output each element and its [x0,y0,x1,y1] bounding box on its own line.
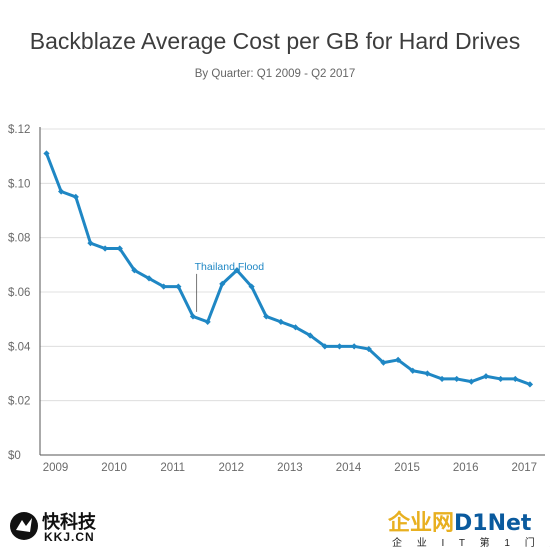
data-point [482,373,490,380]
y-tick-labels: $0 $.02 $.04 $.06 $.08 $.10 $.12 [8,124,31,462]
series-line [45,152,531,386]
cost-per-gb-series [43,150,534,388]
x-tick-label: 2011 [160,462,185,474]
d1net-brand-cn: 企业网 [388,511,455,536]
x-tick-labels: 2009 2010 2011 2012 2013 2014 2015 2016 2017 [43,462,537,474]
data-point [307,332,314,339]
grid-lines [40,128,545,402]
d1net-sub: 企 业 I T 第 1 门 户 [392,538,550,549]
annotations: Thailand Flood [195,261,265,312]
x-tick-label: 2015 [394,462,420,474]
data-point [248,283,255,290]
y-tick-label: $.12 [8,124,30,136]
x-tick-label: 2017 [512,462,538,474]
data-point [175,283,182,290]
x-tick-label: 2016 [453,462,479,474]
data-point [292,324,299,331]
kkj-sub: KKJ.CN [44,530,95,544]
data-point [394,356,402,364]
annotation-label: Thailand Flood [195,261,265,273]
data-point [497,375,504,383]
x-tick-label: 2010 [101,462,127,474]
data-point [263,313,270,320]
data-point [453,375,460,383]
data-point [424,370,431,377]
x-tick-label: 2013 [277,462,303,474]
data-point [58,188,65,195]
data-point [277,318,285,325]
y-tick-label: $.02 [8,396,30,408]
data-point [336,343,343,350]
data-point [438,375,446,383]
y-tick-label: $.10 [8,178,30,190]
data-point [468,378,475,385]
x-tick-label: 2012 [219,462,245,474]
data-point [321,343,328,350]
axes [39,127,545,456]
y-tick-label: $.06 [8,287,30,299]
data-point [409,367,416,374]
x-tick-label: 2009 [43,462,69,474]
data-point [43,150,50,157]
data-point [365,345,372,353]
y-tick-label: $.08 [8,233,30,245]
kkj-watermark: 快科技 KKJ.CN [8,508,118,544]
data-point [72,193,79,201]
d1net-brand-en: D1Net [454,511,532,536]
d1net-brand: 企业网D1Net [388,505,531,537]
kkj-name: 快科技 [42,512,96,533]
y-tick-label: $0 [8,450,21,462]
y-tick-label: $.04 [8,341,31,353]
d1net-watermark: 企业网D1Net 企 业 I T 第 1 门 户 [388,505,550,549]
kkj-logo-icon [10,512,38,540]
data-point [380,359,387,366]
chart-subtitle: By Quarter: Q1 2009 - Q2 2017 [194,68,356,80]
data-point [512,375,519,383]
x-tick-label: 2014 [336,462,362,474]
chart-title: Backblaze Average Cost per GB for Hard D… [29,28,521,54]
data-point [351,343,358,350]
